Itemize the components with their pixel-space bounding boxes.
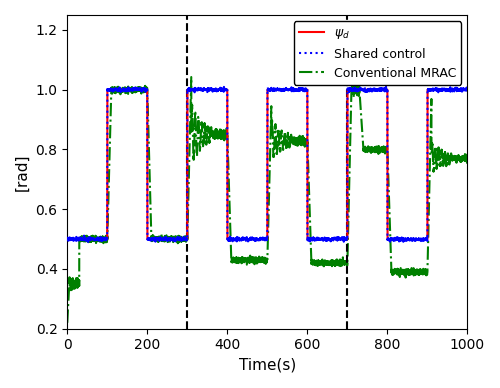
Y-axis label: [rad]: [rad] [15,153,30,191]
X-axis label: Time(s): Time(s) [238,358,296,373]
Legend: $\psi_d$, Shared control, Conventional MRAC: $\psi_d$, Shared control, Conventional M… [294,21,461,85]
